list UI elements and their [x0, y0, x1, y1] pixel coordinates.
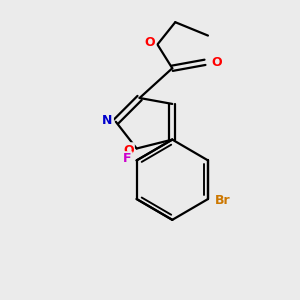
- Text: O: O: [212, 56, 222, 69]
- Text: O: O: [145, 37, 155, 50]
- Text: N: N: [102, 114, 113, 127]
- Text: N: N: [102, 114, 113, 127]
- Text: F: F: [123, 152, 131, 165]
- Text: Br: Br: [215, 194, 231, 207]
- Text: O: O: [123, 143, 134, 157]
- Text: O: O: [123, 143, 134, 157]
- Text: O: O: [145, 37, 155, 50]
- Text: O: O: [212, 56, 222, 69]
- Text: F: F: [123, 152, 131, 165]
- Text: Br: Br: [215, 194, 231, 207]
